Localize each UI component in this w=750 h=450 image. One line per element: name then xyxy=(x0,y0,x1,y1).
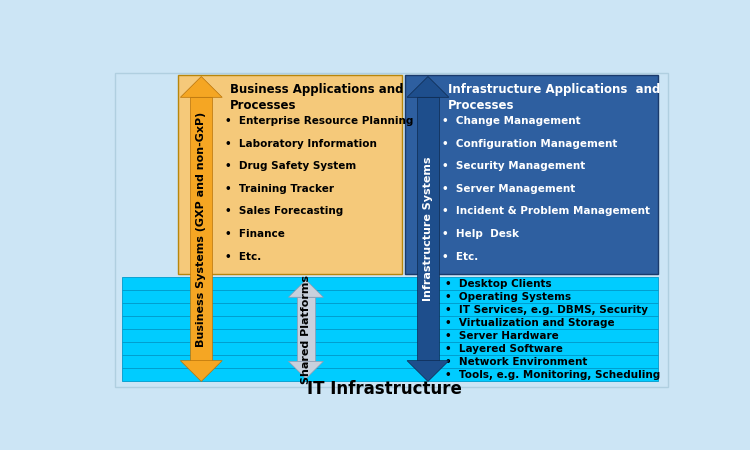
Text: •  IT Services, e.g. DBMS, Security: • IT Services, e.g. DBMS, Security xyxy=(446,305,649,315)
FancyBboxPatch shape xyxy=(122,329,658,342)
Text: •  Desktop Clients: • Desktop Clients xyxy=(446,279,552,289)
Text: •  Laboratory Information: • Laboratory Information xyxy=(224,139,376,149)
FancyBboxPatch shape xyxy=(178,75,402,274)
Polygon shape xyxy=(407,76,449,97)
FancyBboxPatch shape xyxy=(417,97,439,360)
Text: IT Infrastructure: IT Infrastructure xyxy=(307,380,462,398)
FancyBboxPatch shape xyxy=(405,75,658,274)
Polygon shape xyxy=(289,361,323,378)
FancyBboxPatch shape xyxy=(296,297,315,361)
Text: •  Help  Desk: • Help Desk xyxy=(442,229,520,239)
Text: •  Enterprise Resource Planning: • Enterprise Resource Planning xyxy=(224,117,413,126)
Text: •  Configuration Management: • Configuration Management xyxy=(442,139,618,149)
Text: Infrastructure Applications  and
Processes: Infrastructure Applications and Processe… xyxy=(448,83,661,112)
Polygon shape xyxy=(289,280,323,297)
Text: •  Finance: • Finance xyxy=(224,229,284,239)
Polygon shape xyxy=(407,360,449,382)
FancyBboxPatch shape xyxy=(122,342,658,356)
Text: •  Etc.: • Etc. xyxy=(224,252,261,261)
Text: •  Layered Software: • Layered Software xyxy=(446,344,563,354)
FancyBboxPatch shape xyxy=(122,316,658,329)
Text: •  Sales Forecasting: • Sales Forecasting xyxy=(224,207,343,216)
Text: Business Systems (GXP and non-GxP): Business Systems (GXP and non-GxP) xyxy=(196,111,206,346)
Text: •  Virtualization and Storage: • Virtualization and Storage xyxy=(446,318,615,328)
Text: •  Server Management: • Server Management xyxy=(442,184,576,194)
FancyBboxPatch shape xyxy=(122,303,658,316)
Text: Shared Platforms: Shared Platforms xyxy=(301,275,311,384)
Text: •  Training Tracker: • Training Tracker xyxy=(224,184,334,194)
Text: •  Change Management: • Change Management xyxy=(442,117,581,126)
Text: •  Security Management: • Security Management xyxy=(442,162,586,171)
Text: •  Etc.: • Etc. xyxy=(442,252,478,261)
Text: •  Server Hardware: • Server Hardware xyxy=(446,331,560,341)
Polygon shape xyxy=(180,360,222,382)
FancyBboxPatch shape xyxy=(122,291,658,303)
FancyBboxPatch shape xyxy=(115,73,668,387)
Text: Business Applications and
Processes: Business Applications and Processes xyxy=(230,83,404,112)
FancyBboxPatch shape xyxy=(122,369,658,382)
FancyBboxPatch shape xyxy=(122,278,658,291)
Polygon shape xyxy=(180,76,222,97)
Text: •  Tools, e.g. Monitoring, Scheduling: • Tools, e.g. Monitoring, Scheduling xyxy=(446,370,661,380)
FancyBboxPatch shape xyxy=(190,97,212,360)
Text: •  Drug Safety System: • Drug Safety System xyxy=(224,162,356,171)
FancyBboxPatch shape xyxy=(122,356,658,369)
Text: •  Network Environment: • Network Environment xyxy=(446,357,588,367)
Text: •  Operating Systems: • Operating Systems xyxy=(446,292,572,302)
Text: Infrastructure Systems: Infrastructure Systems xyxy=(423,157,433,301)
Text: •  Incident & Problem Management: • Incident & Problem Management xyxy=(442,207,650,216)
